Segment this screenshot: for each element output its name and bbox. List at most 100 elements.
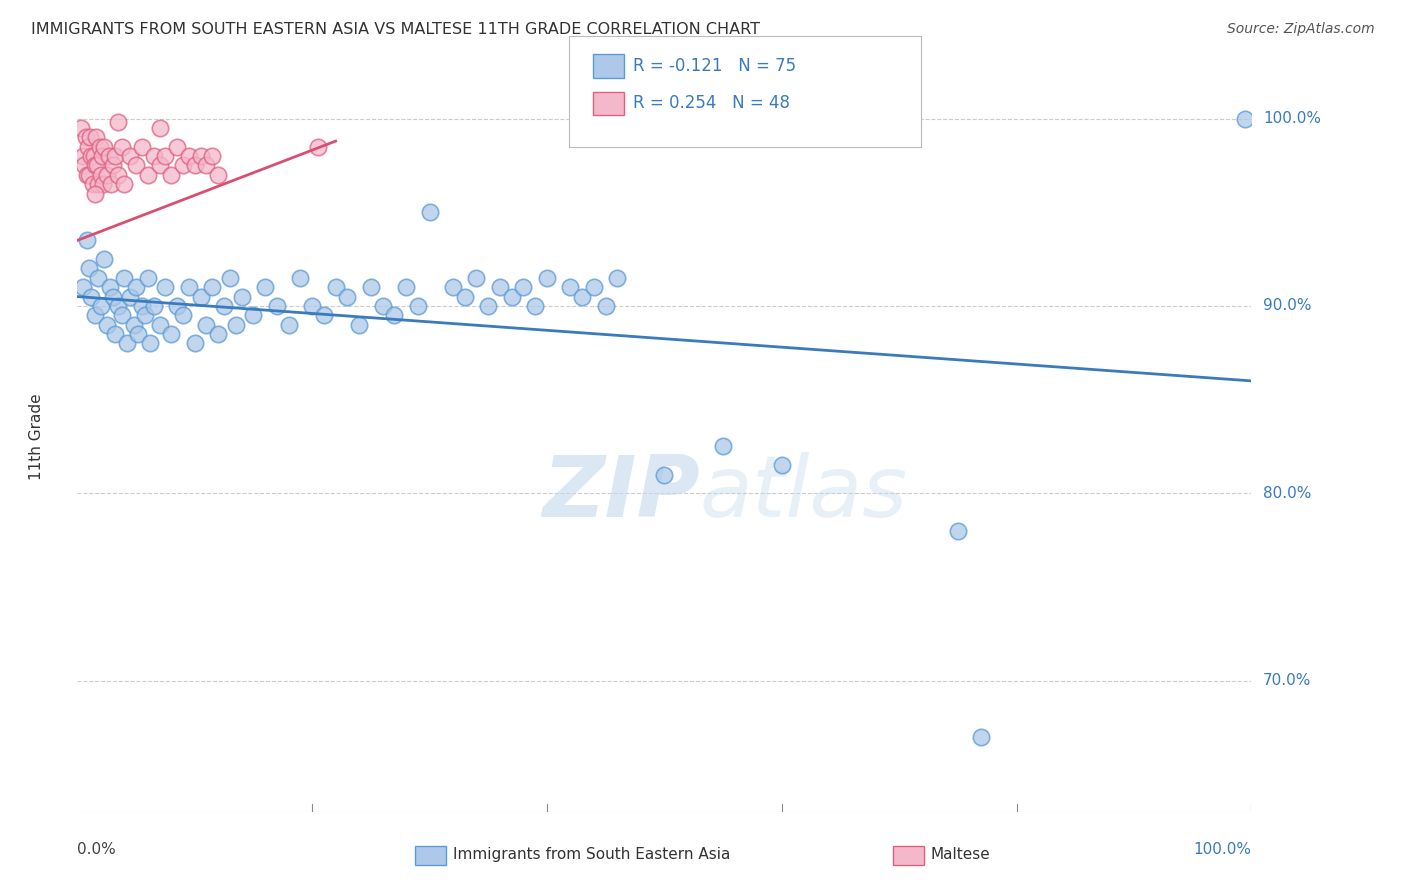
Point <box>1234 112 1257 126</box>
Point <box>87 177 110 191</box>
Point <box>524 299 547 313</box>
Point <box>91 177 114 191</box>
Text: ZIP: ZIP <box>541 451 700 535</box>
Point <box>86 158 108 172</box>
Point <box>93 252 115 266</box>
Point <box>76 168 98 182</box>
Point <box>148 158 170 172</box>
Point <box>770 458 793 473</box>
Point <box>172 308 194 322</box>
Point <box>84 186 107 201</box>
Point <box>90 168 112 182</box>
Point <box>77 139 100 153</box>
Point <box>93 139 115 153</box>
Point <box>454 289 477 303</box>
Text: Immigrants from South Eastern Asia: Immigrants from South Eastern Asia <box>453 847 730 862</box>
Point <box>87 271 110 285</box>
Point <box>83 149 105 163</box>
Point <box>73 158 96 172</box>
Point <box>595 299 617 313</box>
Point <box>946 524 969 538</box>
Point <box>104 327 127 342</box>
Point <box>711 439 734 453</box>
Text: 100.0%: 100.0% <box>1194 842 1251 856</box>
Point <box>125 280 148 294</box>
Text: 80.0%: 80.0% <box>1263 486 1312 500</box>
Point <box>120 149 142 163</box>
Point <box>84 130 107 145</box>
Point <box>70 120 93 135</box>
Point <box>290 271 312 285</box>
Text: Maltese: Maltese <box>931 847 990 862</box>
Point <box>201 280 224 294</box>
Point <box>266 299 288 313</box>
Point <box>136 168 159 182</box>
Point <box>190 289 212 303</box>
Point <box>77 168 100 182</box>
Point <box>82 177 104 191</box>
Point <box>207 168 229 182</box>
Point <box>347 318 370 332</box>
Point <box>134 308 156 322</box>
Point <box>127 327 149 342</box>
Point <box>72 149 94 163</box>
Point <box>148 318 170 332</box>
Point <box>201 149 224 163</box>
Point <box>806 112 828 126</box>
Point <box>195 158 218 172</box>
Text: 70.0%: 70.0% <box>1263 673 1312 688</box>
Point <box>125 158 148 172</box>
Point <box>107 168 129 182</box>
Point <box>120 289 142 303</box>
Point <box>80 149 103 163</box>
Point <box>76 233 98 247</box>
Point <box>560 280 582 294</box>
Point <box>231 289 253 303</box>
Point <box>325 280 347 294</box>
Point <box>84 158 107 172</box>
Point <box>190 149 212 163</box>
Point <box>512 280 534 294</box>
Point <box>183 158 207 172</box>
Point <box>142 299 165 313</box>
Point <box>131 139 153 153</box>
Point <box>155 149 177 163</box>
Point <box>112 177 135 191</box>
Point <box>101 289 124 303</box>
Point <box>89 139 111 153</box>
Point <box>652 467 676 482</box>
Point <box>96 318 118 332</box>
Point <box>382 308 405 322</box>
Point <box>75 130 97 145</box>
Text: 0.0%: 0.0% <box>77 842 117 856</box>
Point <box>139 336 162 351</box>
Point <box>195 318 218 332</box>
Point <box>395 280 418 294</box>
Point <box>219 271 242 285</box>
Point <box>301 299 323 313</box>
Point <box>148 120 170 135</box>
Text: IMMIGRANTS FROM SOUTH EASTERN ASIA VS MALTESE 11TH GRADE CORRELATION CHART: IMMIGRANTS FROM SOUTH EASTERN ASIA VS MA… <box>31 22 759 37</box>
Point <box>98 280 121 294</box>
Point <box>242 308 264 322</box>
Point <box>96 168 118 182</box>
Point <box>183 336 207 351</box>
Point <box>160 327 183 342</box>
Point <box>122 318 145 332</box>
Point <box>80 289 103 303</box>
Point <box>90 299 112 313</box>
Point <box>501 289 523 303</box>
Point <box>254 280 277 294</box>
Point <box>606 271 628 285</box>
Point <box>107 299 129 313</box>
Text: R = -0.121   N = 75: R = -0.121 N = 75 <box>633 57 796 75</box>
Point <box>142 149 165 163</box>
Point <box>100 177 122 191</box>
Point <box>336 289 359 303</box>
Point <box>489 280 512 294</box>
Point <box>136 271 159 285</box>
Point <box>155 280 177 294</box>
Point <box>970 730 993 744</box>
Point <box>465 271 488 285</box>
Point <box>84 308 107 322</box>
